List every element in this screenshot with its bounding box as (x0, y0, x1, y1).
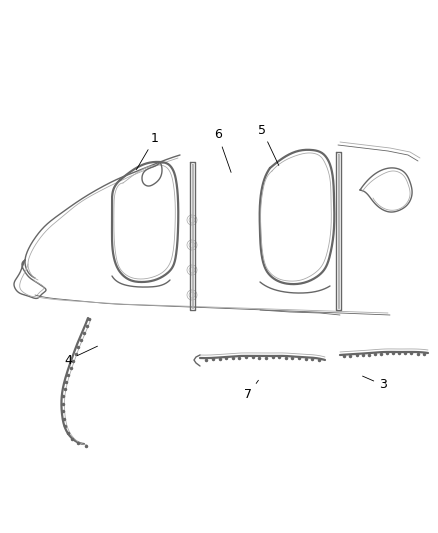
Text: 1: 1 (136, 132, 159, 169)
Text: 3: 3 (363, 376, 387, 392)
Text: 5: 5 (258, 124, 279, 165)
Text: 7: 7 (244, 380, 258, 401)
Text: 4: 4 (64, 346, 98, 367)
Text: 6: 6 (214, 128, 231, 172)
